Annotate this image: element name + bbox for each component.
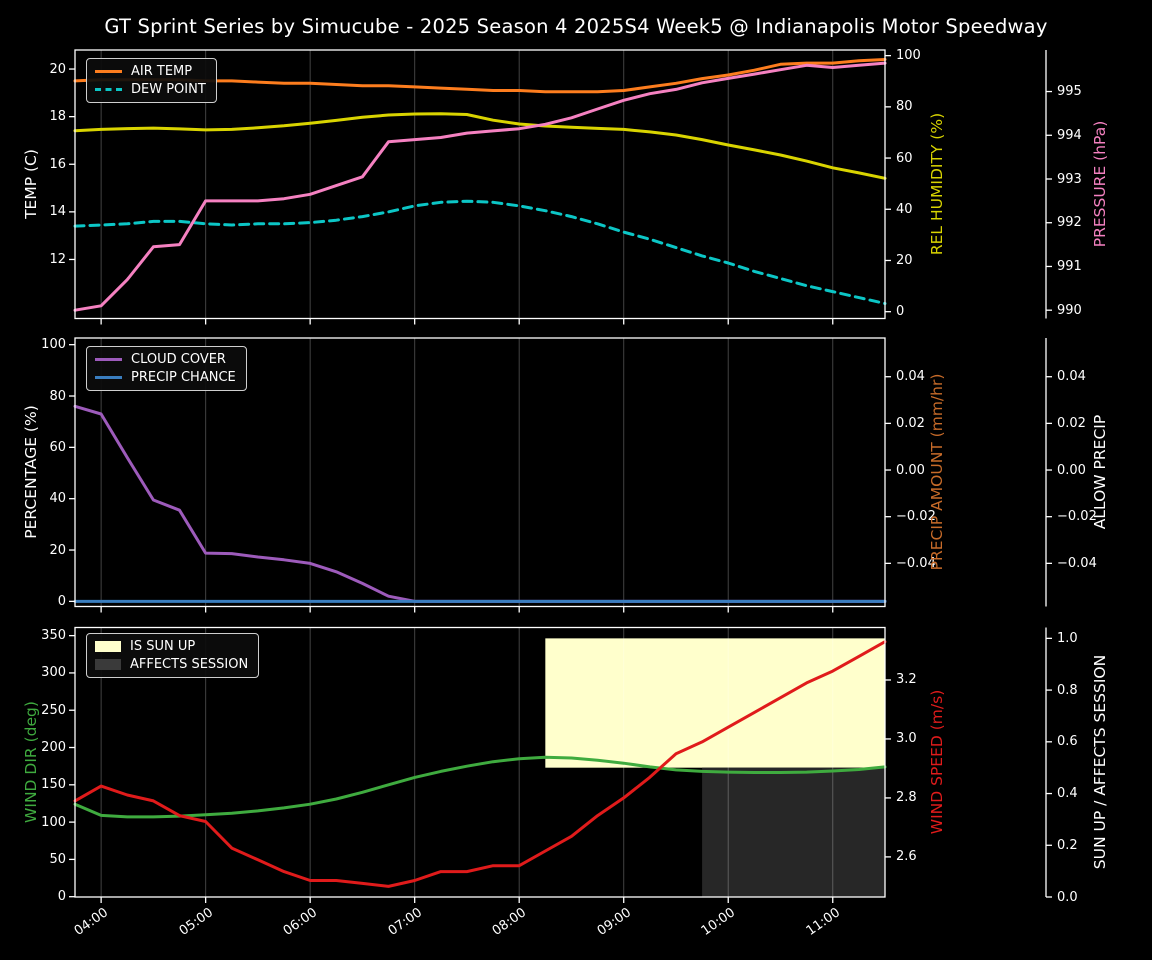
air-temp-swatch [95,70,122,73]
y-tick-label: 150 [41,777,66,793]
y-tick-label: 0.02 [1057,415,1086,431]
panel-wind [69,626,1052,903]
legend-temperature: AIR TEMP DEW POINT [86,58,217,103]
legend-label: AFFECTS SESSION [130,657,249,672]
y-tick-label: 0 [57,593,66,609]
axes-frame [74,337,886,608]
y-tick-label: 3.2 [896,672,917,688]
axis-label-pressure-hpa-: PRESSURE (hPa) [1091,121,1109,248]
y-tick-label: 0.04 [896,369,925,385]
is-sun-up-swatch [95,641,121,652]
legend-item-dew-point: DEW POINT [95,83,206,96]
legend-item-is-sun-up: IS SUN UP [95,640,248,653]
axis-label-percentage-: PERCENTAGE (%) [22,405,40,540]
y-tick-label: 20 [49,542,66,558]
y-tick-label: 0 [57,889,66,905]
panel-temperature [69,49,1052,325]
y-tick-label: 200 [41,740,66,756]
axis-label-precip-amount-mm-hr-: PRECIP AMOUNT (mm/hr) [928,373,946,571]
y-tick-label: 0.8 [1057,682,1078,698]
y-tick-label: −0.04 [1057,555,1097,571]
legend-label: DEW POINT [131,82,206,97]
y-tick-label: −0.04 [896,555,936,571]
y-tick-label: −0.02 [1057,509,1097,525]
axes-frame [74,626,886,898]
y-tick-label: 0.0 [1057,889,1078,905]
y-tick-label: 990 [1057,302,1082,318]
y-tick-label: 80 [896,99,913,115]
legend-wind: IS SUN UP AFFECTS SESSION [86,633,260,678]
legend-label: PRECIP CHANCE [131,370,236,385]
precip-chance-swatch [95,376,122,379]
y-tick-label: 991 [1057,258,1082,274]
y-tick-label: 18 [49,109,66,125]
y-tick-label: 40 [896,201,913,217]
panel-percentage [69,337,1052,613]
y-tick-label: 994 [1057,127,1082,143]
y-tick-label: 100 [41,337,66,353]
axis-label-rel-humidity-: REL HUMIDITY (%) [928,113,946,256]
axis-label-wind-dir-deg-: WIND DIR (deg) [22,701,40,824]
legend-item-air-temp: AIR TEMP [95,65,206,78]
y-tick-label: 20 [49,61,66,77]
axis-label-wind-speed-m-s-: WIND SPEED (m/s) [928,690,946,835]
band-is-sun-up [545,638,885,768]
y-tick-label: 50 [49,851,66,867]
axes-frame [74,49,886,320]
y-tick-label: 993 [1057,171,1082,187]
y-tick-label: 40 [49,491,66,507]
band-affects-session [702,767,885,897]
series-pressure [73,61,887,312]
y-tick-label: 2.8 [896,790,917,806]
y-tick-label: 100 [41,814,66,830]
y-tick-label: 250 [41,702,66,718]
y-tick-label: 995 [1057,84,1082,100]
y-tick-label: 12 [49,251,66,267]
y-tick-label: 300 [41,665,66,681]
dew-point-swatch [95,88,122,91]
y-tick-label: 20 [896,252,913,268]
y-tick-label: 16 [49,156,66,172]
legend-label: AIR TEMP [131,64,193,79]
legend-label: CLOUD COVER [131,352,226,367]
series-dew-point [73,199,887,305]
y-tick-label: 80 [49,388,66,404]
legend-item-cloud-cover: CLOUD COVER [95,353,236,366]
y-tick-label: 992 [1057,215,1082,231]
chart-title: GT Sprint Series by Simucube - 2025 Seas… [104,15,1048,38]
affects-session-swatch [95,659,121,670]
y-tick-label: 350 [41,628,66,644]
y-tick-label: 1.0 [1057,630,1078,646]
y-tick-label: 2.6 [896,849,917,865]
legend-item-precip-chance: PRECIP CHANCE [95,371,236,384]
y-tick-label: 3.0 [896,731,917,747]
legend-label: IS SUN UP [130,639,196,654]
axis-label-temp-c-: TEMP (C) [22,149,40,220]
y-tick-label: 0.00 [896,462,925,478]
y-tick-label: 14 [49,204,66,220]
series-rel-humidity [73,112,887,180]
axis-label-sun-up-affects-session: SUN UP / AFFECTS SESSION [1091,655,1109,870]
axis-label-allow-precip: ALLOW PRECIP [1091,415,1109,530]
y-tick-label: 60 [49,439,66,455]
series-wind-dir [73,755,887,819]
series-cloud-cover [73,404,887,603]
y-tick-label: 0.4 [1057,786,1078,802]
legend-percentage: CLOUD COVER PRECIP CHANCE [86,346,247,391]
y-tick-label: 0.2 [1057,837,1078,853]
y-tick-label: 0.6 [1057,734,1078,750]
y-tick-label: 0.04 [1057,369,1086,385]
y-tick-label: 60 [896,150,913,166]
series-wind-speed [73,640,887,888]
cloud-cover-swatch [95,358,122,361]
y-tick-label: 0.02 [896,415,925,431]
y-tick-label: 100 [896,48,921,64]
y-tick-label: 0.00 [1057,462,1086,478]
y-tick-label: −0.02 [896,509,936,525]
legend-item-affects-session: AFFECTS SESSION [95,658,248,671]
y-tick-label: 0 [896,304,905,320]
